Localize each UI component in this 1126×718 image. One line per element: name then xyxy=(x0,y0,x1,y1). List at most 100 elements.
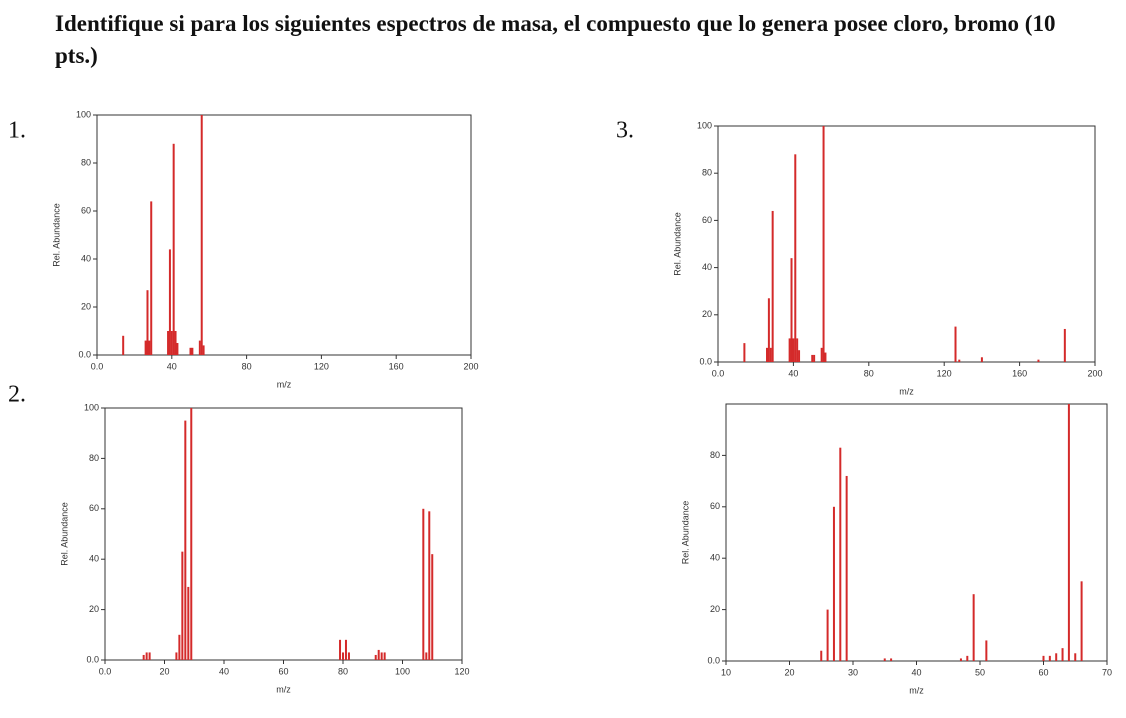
peak xyxy=(790,258,793,362)
x-tick-label: 80 xyxy=(864,368,874,378)
y-tick-label: 80 xyxy=(81,157,91,167)
peak xyxy=(187,586,190,660)
x-tick-label: 10 xyxy=(721,667,731,677)
peak xyxy=(1037,359,1040,362)
x-tick-label: 100 xyxy=(395,666,410,676)
y-axis-label: Rel. Abundance xyxy=(59,502,69,566)
x-tick-label: 80 xyxy=(242,361,252,371)
peak xyxy=(966,655,969,661)
y-tick-label: 40 xyxy=(702,262,712,272)
peak xyxy=(1074,653,1077,661)
peak xyxy=(198,340,201,355)
x-tick-label: 200 xyxy=(1087,368,1102,378)
peak xyxy=(813,354,816,362)
item-label: 2. xyxy=(8,382,26,408)
peak xyxy=(342,652,344,660)
x-axis-label: m/z xyxy=(909,685,924,695)
peak xyxy=(148,340,151,355)
y-tick-label: 80 xyxy=(89,453,99,463)
question-title: Identifique si para los siguientes espec… xyxy=(55,11,1056,68)
peak xyxy=(347,652,350,660)
peak xyxy=(1042,655,1045,661)
x-axis-label: m/z xyxy=(277,379,292,389)
y-tick-label: 0.0 xyxy=(86,654,99,664)
y-tick-label: 60 xyxy=(702,215,712,225)
peak xyxy=(178,634,181,660)
y-tick-label: 60 xyxy=(81,205,91,215)
y-tick-label: 20 xyxy=(81,301,91,311)
x-tick-label: 60 xyxy=(278,666,288,676)
x-axis-label: m/z xyxy=(276,684,291,694)
plot-frame xyxy=(104,407,463,661)
peak xyxy=(170,331,173,355)
y-tick-label: 100 xyxy=(76,109,91,119)
x-tick-label: 120 xyxy=(454,666,469,676)
peak xyxy=(344,639,347,660)
y-axis-label: Rel. Abundance xyxy=(51,203,61,267)
peak xyxy=(175,652,178,660)
x-tick-label: 60 xyxy=(1038,667,1048,677)
peak xyxy=(380,652,383,660)
y-tick-label: 20 xyxy=(89,604,99,614)
x-tick-label: 30 xyxy=(848,667,858,677)
peak xyxy=(958,359,961,362)
peak xyxy=(959,658,962,661)
y-tick-label: 100 xyxy=(697,120,712,130)
x-tick-label: 0.0 xyxy=(99,666,112,676)
plot-frame xyxy=(96,114,472,356)
y-tick-label: 20 xyxy=(702,309,712,319)
peak xyxy=(431,554,434,660)
y-tick-label: 40 xyxy=(89,554,99,564)
y-tick-label: 0.0 xyxy=(78,349,91,359)
peak xyxy=(184,420,187,660)
x-tick-label: 160 xyxy=(1012,368,1027,378)
peak xyxy=(176,343,179,355)
peak xyxy=(839,447,842,661)
x-tick-label: 40 xyxy=(167,361,177,371)
y-tick-label: 40 xyxy=(710,553,720,563)
peak xyxy=(796,338,799,362)
plot-frame xyxy=(717,125,1096,363)
peak xyxy=(142,654,145,660)
peak xyxy=(972,594,975,661)
y-tick-label: 0.0 xyxy=(707,655,720,665)
peak xyxy=(822,126,825,362)
y-tick-label: 80 xyxy=(710,450,720,460)
peak xyxy=(794,154,797,362)
peak xyxy=(824,352,827,362)
peak xyxy=(1048,655,1051,661)
peak xyxy=(788,338,791,362)
x-tick-label: 0.0 xyxy=(91,361,104,371)
x-tick-label: 20 xyxy=(784,667,794,677)
x-tick-label: 40 xyxy=(219,666,229,676)
peak xyxy=(820,347,823,362)
x-tick-label: 120 xyxy=(314,361,329,371)
peak xyxy=(200,115,203,355)
peak xyxy=(771,210,774,362)
peak xyxy=(383,652,386,660)
x-tick-label: 160 xyxy=(389,361,404,371)
peak xyxy=(767,298,770,362)
x-tick-label: 0.0 xyxy=(712,368,725,378)
peak xyxy=(167,331,170,355)
y-tick-label: 60 xyxy=(710,501,720,511)
peak xyxy=(820,650,823,661)
peak xyxy=(769,347,772,362)
peak xyxy=(766,347,769,362)
y-tick-label: 80 xyxy=(702,168,712,178)
x-axis-label: m/z xyxy=(899,386,914,396)
peak xyxy=(798,350,801,362)
x-tick-label: 40 xyxy=(788,368,798,378)
y-tick-label: 0.0 xyxy=(699,356,712,366)
item-label: 3. xyxy=(616,118,634,144)
peak xyxy=(428,511,431,660)
x-tick-label: 70 xyxy=(1102,667,1112,677)
item-label: 1. xyxy=(8,118,26,144)
peak xyxy=(377,649,380,660)
peak xyxy=(202,345,205,355)
x-tick-label: 200 xyxy=(463,361,478,371)
peak xyxy=(422,508,425,660)
peak xyxy=(1063,328,1066,362)
peak xyxy=(172,143,175,355)
peak xyxy=(890,658,893,661)
